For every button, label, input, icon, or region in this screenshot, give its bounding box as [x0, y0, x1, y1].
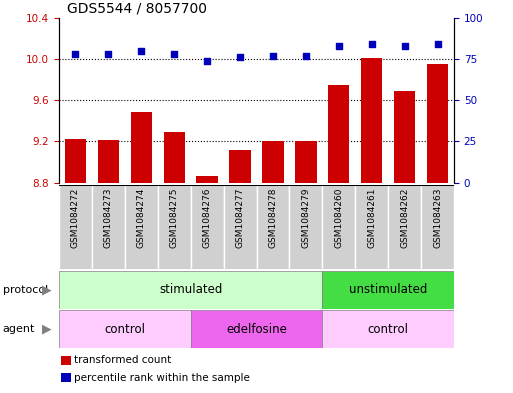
Text: GSM1084261: GSM1084261: [367, 187, 376, 248]
Text: GSM1084276: GSM1084276: [203, 187, 212, 248]
Point: [334, 42, 343, 49]
Point: [236, 54, 244, 61]
Bar: [164, 132, 185, 183]
Bar: [65, 140, 86, 183]
Text: GSM1084279: GSM1084279: [301, 187, 310, 248]
Text: protocol: protocol: [3, 285, 48, 295]
Bar: [427, 64, 448, 183]
Bar: [322, 271, 454, 309]
Text: GSM1084263: GSM1084263: [433, 187, 442, 248]
Point: [269, 53, 277, 59]
Text: GSM1084260: GSM1084260: [334, 187, 343, 248]
Bar: [61, 373, 71, 382]
Bar: [322, 185, 355, 269]
Text: GSM1084278: GSM1084278: [268, 187, 278, 248]
Bar: [158, 185, 191, 269]
Text: GSM1084275: GSM1084275: [170, 187, 179, 248]
Text: GSM1084262: GSM1084262: [400, 187, 409, 248]
Text: GSM1084274: GSM1084274: [137, 187, 146, 248]
Point: [433, 41, 442, 47]
Text: ▶: ▶: [43, 323, 52, 336]
Point: [71, 51, 80, 57]
Bar: [388, 185, 421, 269]
Bar: [328, 85, 349, 183]
Bar: [131, 112, 152, 183]
Text: GSM1084277: GSM1084277: [235, 187, 245, 248]
Text: GSM1084273: GSM1084273: [104, 187, 113, 248]
Text: transformed count: transformed count: [74, 355, 171, 365]
Bar: [295, 141, 317, 183]
Text: unstimulated: unstimulated: [349, 283, 427, 296]
Point: [302, 53, 310, 59]
Point: [170, 51, 179, 57]
Text: ▶: ▶: [43, 283, 52, 296]
Bar: [61, 356, 71, 365]
Bar: [125, 185, 158, 269]
Point: [137, 48, 145, 54]
Bar: [92, 185, 125, 269]
Point: [104, 51, 112, 57]
Bar: [229, 150, 251, 183]
Bar: [355, 185, 388, 269]
Bar: [191, 185, 224, 269]
Bar: [394, 91, 416, 183]
Bar: [421, 185, 454, 269]
Text: edelfosine: edelfosine: [226, 323, 287, 336]
Text: percentile rank within the sample: percentile rank within the sample: [74, 373, 250, 383]
Bar: [322, 310, 454, 348]
Point: [368, 41, 376, 47]
Text: control: control: [368, 323, 409, 336]
Bar: [196, 176, 218, 183]
Bar: [97, 140, 119, 183]
Bar: [59, 271, 322, 309]
Text: stimulated: stimulated: [159, 283, 222, 296]
Bar: [289, 185, 322, 269]
Bar: [262, 141, 284, 183]
Bar: [224, 185, 256, 269]
Bar: [256, 185, 289, 269]
Text: control: control: [104, 323, 145, 336]
Text: agent: agent: [3, 324, 35, 334]
Bar: [191, 310, 322, 348]
Bar: [59, 310, 191, 348]
Text: GDS5544 / 8057700: GDS5544 / 8057700: [67, 1, 207, 15]
Bar: [361, 58, 382, 183]
Point: [203, 57, 211, 64]
Text: GSM1084272: GSM1084272: [71, 187, 80, 248]
Bar: [59, 185, 92, 269]
Point: [401, 42, 409, 49]
